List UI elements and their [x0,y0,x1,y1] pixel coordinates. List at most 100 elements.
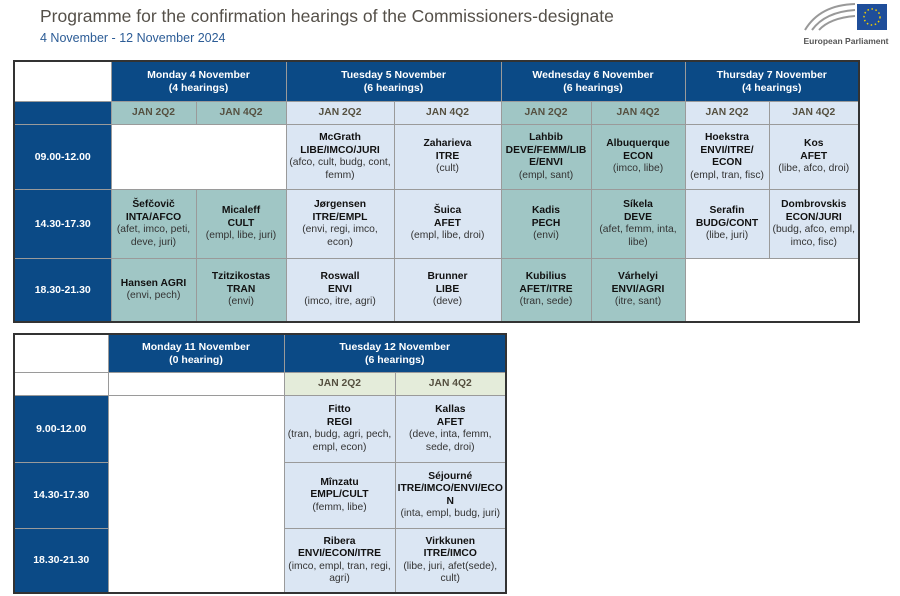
day-header: Monday 11 November (0 hearing) [107,333,285,373]
day-header: Tuesday 12 November (6 hearings) [283,333,507,373]
commissioner-name: Kadis [531,205,561,217]
commissioner-name: Brunner [427,271,468,283]
hearing-cell: Hoekstra ENVI/ITRE/ ECON (empl, tran, fisc… [684,124,770,190]
commissioner-name: Virkkunen [425,535,476,547]
lead-committee: AFET [434,217,461,229]
corner-cell [13,60,112,102]
associated-committees: (cult) [436,163,459,175]
hearing-cell: Kallas AFET (deve, inta, femm, sede, droi) [394,395,507,463]
hearing-cell: Šefčovič INTA/AFCO (afet, imco, peti, deve… [110,189,197,259]
logo-text: European Parliament [803,36,889,46]
hearing-cell: Fitto REGI (tran, budg, agri, pech, empl, … [283,395,396,463]
commissioner-name: Ribera [323,535,356,547]
commissioner-name: Kallas [435,404,466,415]
associated-committees: (afet, imco, peti, deve, juri) [116,224,191,248]
commissioner-name: McGrath [319,132,361,143]
commissioner-name: Micaleff [221,205,261,217]
european-parliament-logo [804,3,887,31]
associated-committees: (afet, femm, inta, libe) [599,224,677,248]
time-slot: 14.30-17.30 [13,189,112,259]
commissioner-name: Hansen AGRI [120,277,187,289]
lead-committee: LIBE/IMCO/JURI [300,144,380,156]
day-label: Monday 11 November [142,341,250,353]
hearing-cell: Albuquerque ECON (imco, libe) [590,124,686,190]
date-range: 4 November - 12 November 2024 [40,31,226,45]
day-header: Wednesday 6 November (6 hearings) [500,60,686,102]
hearing-cell: Serafin BUDG/CONT (libe, juri) [684,189,770,259]
commissioner-name: Fitto [328,404,351,415]
commissioner-name: Mînzatu [320,476,359,488]
room-corner [13,101,112,125]
room-corner [13,372,109,396]
lead-committee: DEVE [623,211,653,223]
hearing-cell: Šuica AFET (empl, libe, droi) [393,189,502,259]
associated-committees: (envi, regi, imco, econ) [302,224,378,248]
empty-cell [684,258,860,323]
hearing-cell: Ribera ENVI/ECON/ITRE (imco, empl, tran, r… [283,528,396,594]
hearing-cell: Kubilius AFET/ITRE (tran, sede) [500,258,592,323]
hearing-count: (0 hearing) [169,353,223,366]
lead-committee: AFET [436,416,464,428]
hearing-count: (4 hearings) [741,81,802,94]
lead-committee: ECON/JURI [785,211,842,223]
commissioner-name: Lahbib [529,132,563,143]
day-label: Monday 4 November [147,69,250,81]
commissioner-name: Serafin [709,205,745,217]
lead-committee: INTA/AFCO [125,211,182,223]
hearing-cell: Roswall ENVI (imco, itre, agri) [285,258,395,323]
hearing-count: (4 hearings) [168,81,229,94]
commissioner-name: Várhelyi [617,271,659,283]
room-label: JAN 2Q2 [283,372,396,396]
week1-schedule-table: Monday 4 November (4 hearings) Tuesday 5 N… [13,60,860,323]
day-header: Tuesday 5 November (6 hearings) [285,60,502,102]
hearing-cell: Várhelyi ENVI/AGRI (itre, sant) [590,258,686,323]
lead-committee: ENVI [327,283,353,295]
commissioner-name: Albuquerque [606,138,670,150]
hearing-count: (6 hearings) [364,353,425,366]
hearing-count: (6 hearings) [563,81,623,94]
associated-committees: (tran, sede) [519,296,573,308]
lead-committee: DEVE/FEMM/LIBE/ENVI [505,144,587,169]
room-label: JAN 4Q2 [768,101,860,125]
day-header: Thursday 7 November (4 hearings) [684,60,860,102]
empty-cell [107,395,285,594]
room-label: JAN 4Q2 [394,372,507,396]
associated-committees: (tran, budg, agri, pech, empl, econ) [287,429,392,453]
lead-committee: CULT [227,217,255,229]
associated-committees: (imco, libe) [612,163,664,175]
associated-committees: (itre, sant) [614,296,662,308]
hearing-cell: Séjourné ITRE/IMCO/ENVI/ECON (inta, empl, … [394,462,507,529]
commissioner-name: Kos [804,138,824,150]
lead-committee: ITRE [435,150,460,162]
lead-committee: AFET [800,150,828,162]
commissioner-name: Šuica [433,205,462,217]
commissioner-name: Šefčovič [132,199,175,210]
lead-committee: ENVI/ECON/ITRE [298,548,381,559]
hearing-cell: Mînzatu EMPL/CULT (femm, libe) [283,462,396,529]
hearing-cell: Kadis PECH (envi) [500,189,592,259]
lead-committee: TRAN [226,283,256,295]
lead-committee: ECON [623,150,653,162]
commissioner-name: Roswall [320,271,360,283]
associated-committees: (deve) [432,296,463,308]
lead-committee: REGI [326,416,353,428]
associated-committees: (imco, empl, tran, regi, agri) [288,560,391,585]
associated-committees: (empl, sant) [518,169,574,181]
associated-committees: (envi, pech) [126,290,181,301]
lead-committee: ITRE/IMCO/ENVI/ECON [397,483,503,507]
time-slot: 18.30-21.30 [13,258,112,323]
associated-committees: (afco, cult, budg, cont, femm) [289,157,391,181]
hearing-count: (6 hearings) [363,81,424,94]
time-slot: 9.00-12.00 [13,395,109,463]
hearing-cell: Jørgensen ITRE/EMPL (envi, regi, imco, eco… [285,189,395,259]
corner-cell [13,333,109,373]
commissioner-name: Tzitzikostas [211,271,271,283]
room-label: JAN 4Q2 [195,101,287,125]
hearing-cell: Kos AFET (libe, afco, droi) [768,124,860,190]
empty-cell [110,124,287,190]
commissioner-name: Séjourné [428,470,473,482]
room-label: JAN 4Q2 [590,101,686,125]
associated-committees: (empl, tran, fisc) [690,169,764,181]
hearing-cell: Síkela DEVE (afet, femm, inta, libe) [590,189,686,259]
lead-committee: ENVI/AGRI [611,283,665,295]
